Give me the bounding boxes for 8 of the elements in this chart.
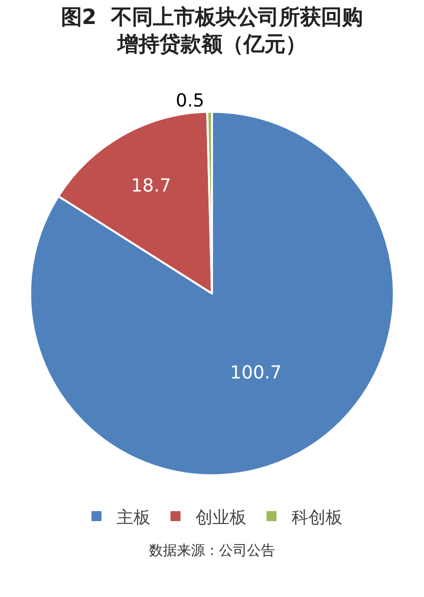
data-label: 18.7 xyxy=(130,175,172,196)
legend-label: 科创板 xyxy=(292,508,342,528)
legend-label: 创业板 xyxy=(196,508,246,528)
data-label: 100.7 xyxy=(230,362,282,384)
legend-label: 主板 xyxy=(116,508,150,528)
chart-title: 图2 不同上市板块公司所获回购增持贷款额（亿元） xyxy=(60,4,364,56)
source-note: 数据来源：公司公告 xyxy=(149,543,275,559)
data-label: 0.5 xyxy=(176,90,204,112)
